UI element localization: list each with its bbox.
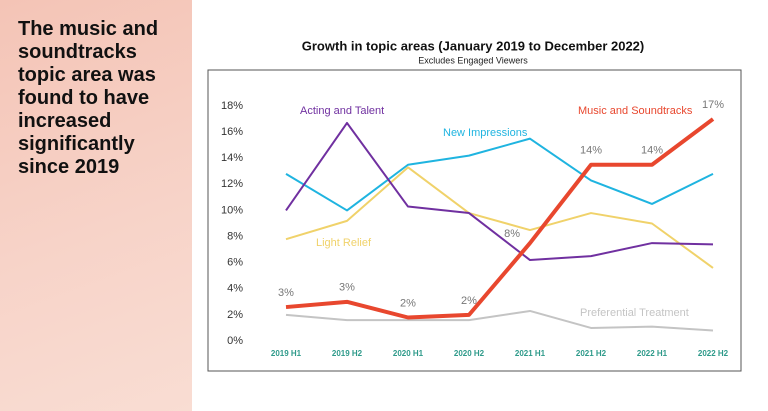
x-tick-label: 2022 H1 bbox=[637, 349, 668, 358]
series-label: Music and Soundtracks bbox=[578, 105, 693, 117]
x-tick-label: 2020 H1 bbox=[393, 349, 424, 358]
slide-text-line: significantly bbox=[18, 133, 135, 155]
data-label: 3% bbox=[339, 282, 355, 294]
series-line bbox=[285, 309, 714, 332]
series-label: Acting and Talent bbox=[300, 105, 384, 117]
series-line bbox=[285, 117, 715, 320]
series-label: Light Relief bbox=[316, 237, 372, 249]
data-label: 14% bbox=[580, 145, 602, 157]
x-tick-label: 2022 H2 bbox=[698, 349, 729, 358]
y-tick-label: 2% bbox=[227, 309, 243, 321]
chart-subtitle: Excludes Engaged Viewers bbox=[418, 55, 528, 65]
y-tick-label: 14% bbox=[221, 152, 243, 164]
y-tick-label: 4% bbox=[227, 283, 243, 295]
slide-text-line: increased bbox=[18, 110, 112, 132]
side-panel: The music and soundtracks topic area was fo… bbox=[0, 0, 192, 411]
y-tick-label: 18% bbox=[221, 100, 243, 112]
slide-text-line: since 2019 bbox=[18, 156, 120, 178]
series-line bbox=[285, 121, 714, 262]
data-label: 17% bbox=[702, 99, 724, 111]
series-line bbox=[285, 166, 714, 269]
series-line bbox=[285, 137, 714, 212]
x-tick-label: 2020 H2 bbox=[454, 349, 485, 358]
data-label: 2% bbox=[461, 295, 477, 307]
data-label: 14% bbox=[641, 145, 663, 157]
y-tick-label: 8% bbox=[227, 230, 243, 242]
y-tick-label: 6% bbox=[227, 257, 243, 269]
slide-text-line: topic area was bbox=[18, 64, 156, 86]
x-tick-label: 2021 H2 bbox=[576, 349, 607, 358]
data-label: 3% bbox=[278, 287, 294, 299]
y-tick-label: 12% bbox=[221, 178, 243, 190]
y-tick-label: 0% bbox=[227, 335, 243, 347]
series-label: New Impressions bbox=[443, 127, 528, 139]
data-label: 2% bbox=[400, 297, 416, 309]
slide-text-line: found to have bbox=[18, 87, 150, 109]
data-label: 8% bbox=[504, 228, 520, 240]
chart-frame bbox=[207, 69, 742, 372]
slide-text-line: The music and bbox=[18, 18, 159, 40]
x-tick-label: 2021 H1 bbox=[515, 349, 546, 358]
x-tick-label: 2019 H1 bbox=[271, 349, 302, 358]
x-tick-label: 2019 H2 bbox=[332, 349, 363, 358]
y-tick-label: 10% bbox=[221, 204, 243, 216]
y-tick-label: 16% bbox=[221, 126, 243, 138]
series-label: Preferential Treatment bbox=[580, 307, 689, 319]
chart-title: Growth in topic areas (January 2019 to D… bbox=[302, 38, 644, 53]
slide-text-line: soundtracks bbox=[18, 41, 137, 63]
